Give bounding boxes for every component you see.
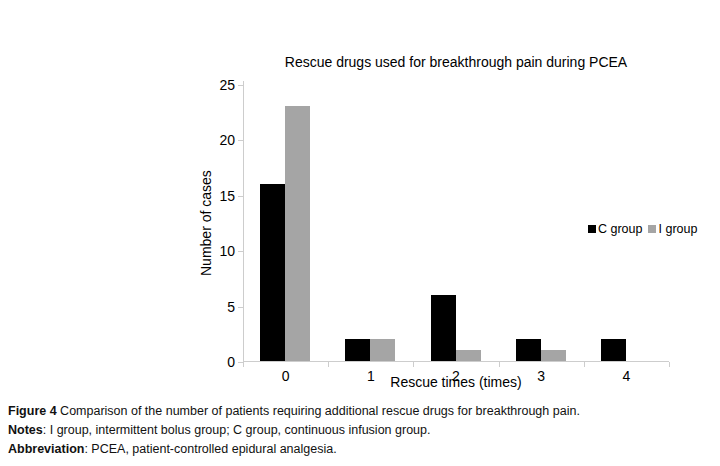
y-tick-mark — [238, 196, 243, 197]
bar-i-group-x1 — [370, 339, 395, 361]
figure-page: Rescue drugs used for breakthrough pain … — [0, 0, 720, 466]
notes-text: : I group, intermittent bolus group; C g… — [43, 423, 431, 437]
legend-label-i-group: I group — [658, 222, 697, 236]
y-tick-mark — [238, 307, 243, 308]
y-tick-label: 20 — [199, 132, 235, 148]
bar-c-group-x2 — [431, 295, 456, 361]
bar-i-group-x2 — [456, 350, 481, 361]
notes-label: Notes — [8, 423, 43, 437]
bar-i-group-x0 — [285, 106, 310, 361]
y-tick-mark — [238, 140, 243, 141]
y-tick-mark — [238, 251, 243, 252]
y-tick-label: 10 — [199, 243, 235, 259]
x-tick-mark — [243, 362, 244, 367]
bar-c-group-x1 — [345, 339, 370, 361]
legend-item-i-group: I group — [648, 222, 697, 236]
x-axis-title: Rescue times (times) — [243, 374, 669, 390]
legend-swatch-i-group — [648, 225, 656, 233]
bar-c-group-x3 — [516, 339, 541, 361]
y-axis-title: Number of cases — [198, 85, 214, 362]
y-tick-label: 0 — [199, 354, 235, 370]
x-tick-mark — [328, 362, 329, 367]
x-tick-mark — [499, 362, 500, 367]
y-axis-line — [243, 81, 244, 362]
figure-caption: Figure 4 Comparison of the number of pat… — [8, 402, 580, 459]
x-tick-mark — [584, 362, 585, 367]
legend-swatch-c-group — [588, 225, 596, 233]
x-axis-line — [243, 361, 669, 362]
x-tick-mark — [413, 362, 414, 367]
legend-item-c-group: C group — [588, 222, 642, 236]
caption-line-notes: Notes: I group, intermittent bolus group… — [8, 421, 580, 440]
abbreviation-text: : PCEA, patient-controlled epidural anal… — [84, 442, 336, 456]
x-tick-mark — [669, 362, 670, 367]
chart-title: Rescue drugs used for breakthrough pain … — [243, 54, 669, 70]
y-tick-label: 25 — [199, 77, 235, 93]
figure-label: Figure 4 — [8, 404, 57, 418]
y-tick-label: 5 — [199, 299, 235, 315]
legend-label-c-group: C group — [598, 222, 642, 236]
bar-i-group-x3 — [541, 350, 566, 361]
bar-c-group-x0 — [260, 184, 285, 361]
abbreviation-label: Abbreviation — [8, 442, 84, 456]
caption-line-figure: Figure 4 Comparison of the number of pat… — [8, 402, 580, 421]
bar-c-group-x4 — [601, 339, 626, 361]
y-tick-label: 15 — [199, 188, 235, 204]
y-tick-mark — [238, 85, 243, 86]
figure-text: Comparison of the number of patients req… — [57, 404, 580, 418]
legend: C group I group — [588, 222, 697, 236]
caption-line-abbreviation: Abbreviation: PCEA, patient-controlled e… — [8, 440, 580, 459]
